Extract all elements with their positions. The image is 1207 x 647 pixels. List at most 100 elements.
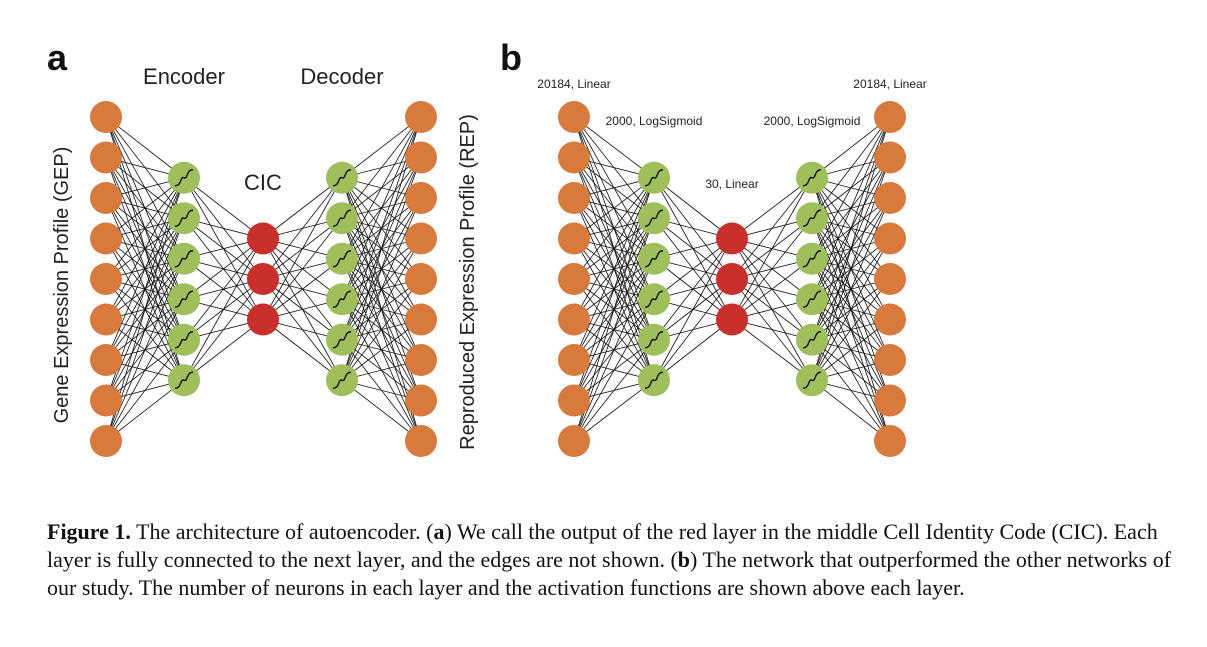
sigmoid-icon [332, 169, 352, 187]
panel-b-edge [573, 299, 655, 442]
rep-label: Reproduced Expression Profile (REP) [457, 114, 479, 450]
panel-a-input-neuron [90, 141, 122, 174]
panel-a-nodes [90, 101, 437, 457]
panel-a-edge [105, 299, 185, 442]
panel-b-edge [653, 319, 733, 381]
panel-b-edge [811, 278, 891, 381]
panel-b-edge [573, 177, 655, 320]
decoder-label: Decoder [300, 64, 383, 89]
panel-a-edge [105, 258, 185, 442]
sigmoid-icon [332, 209, 352, 227]
panel-a-input-neuron [90, 384, 122, 417]
sigmoid-icon [174, 331, 194, 349]
panel-a-edge [262, 177, 343, 280]
caption-figure-label: Figure 1. [47, 519, 131, 544]
sigmoid-icon [644, 250, 664, 268]
panel-b-edge [573, 177, 655, 239]
sigmoid-icon [802, 331, 822, 349]
autoencoder-diagram: a Encoder Decoder CIC Gene Expression Pr… [47, 37, 927, 457]
panel-b-input-neuron [558, 101, 590, 133]
panel-a-output-neuron [405, 141, 437, 174]
panel-a-edge [183, 238, 264, 300]
panel-a-edge [262, 319, 343, 381]
panel-a-edge [105, 339, 185, 442]
panel-b-edge [573, 116, 655, 179]
panel-a-edge [183, 319, 264, 381]
panel-b-edge [653, 177, 733, 239]
panel-b-output-neuron [874, 182, 906, 214]
panel-b-edge [653, 238, 733, 381]
panel-b-edge [573, 177, 655, 361]
panel-a-output-neuron [405, 263, 437, 295]
panel-b-edge [573, 258, 655, 442]
panel-a-edge [105, 177, 185, 320]
panel-a-edge [341, 116, 422, 300]
panel-a-edge [341, 116, 422, 259]
sigmoid-icon [802, 209, 822, 227]
panel-a-edge [183, 177, 264, 239]
panel-b-edge [811, 116, 891, 259]
panel-a-edge [262, 177, 343, 320]
sigmoid-icon [174, 209, 194, 227]
caption-ref-a: a [433, 519, 445, 544]
panel-b-output-neuron [874, 303, 906, 336]
panel-b-edge [811, 379, 891, 442]
panel-b-output-neuron [874, 263, 906, 295]
panel-a-code-neuron [247, 303, 279, 336]
enc-hidden-layer-label: 2000, LogSigmoid [606, 114, 703, 128]
panel-b-edge [811, 116, 891, 179]
sigmoid-icon [174, 290, 194, 308]
gep-label: Gene Expression Profile (GEP) [51, 147, 73, 424]
panel-b-edge [653, 238, 733, 340]
panel-a-edge [341, 197, 422, 381]
panel-a-edge [105, 177, 185, 280]
panel-b-output-neuron [874, 222, 906, 255]
panel-b-output-neuron [874, 101, 906, 133]
panel-b-edge [811, 116, 891, 219]
panel-b-input-neuron [558, 141, 590, 174]
panel-b-output-neuron [874, 384, 906, 417]
panel-b-edge [573, 177, 655, 280]
panel-a-input-neuron [90, 222, 122, 255]
panel-b-output-neuron [874, 141, 906, 174]
sigmoid-icon [802, 250, 822, 268]
panel-b-output-neuron [874, 425, 906, 457]
sigmoid-icon [802, 290, 822, 308]
panel-b-nodes [558, 101, 906, 457]
panel-a-code-neuron [247, 263, 279, 295]
panel-b-input-neuron [558, 222, 590, 255]
panel-b-edge [811, 197, 891, 381]
panel-b-edge [811, 116, 891, 300]
panel-a-code-neuron [247, 222, 279, 255]
panel-a-input-neuron [90, 425, 122, 457]
panel-a-output-neuron [405, 182, 437, 214]
panel-a-edge [262, 177, 343, 239]
sigmoid-icon [644, 209, 664, 227]
panel-a-output-neuron [405, 344, 437, 376]
panel-b-edge [731, 177, 813, 239]
panel-a-input-neuron [90, 303, 122, 336]
panel-a-output-neuron [405, 303, 437, 336]
panel-a-edge [105, 379, 185, 442]
encoder-label: Encoder [143, 64, 225, 89]
sigmoid-icon [174, 250, 194, 268]
panel-a-output-neuron [405, 384, 437, 417]
panel-a-edge [341, 319, 422, 381]
panel-a-input-neuron [90, 263, 122, 295]
panel-b-edge [653, 238, 733, 300]
panel-b-code-neuron [716, 303, 748, 336]
panel-a-edge [105, 177, 185, 239]
panel-a-output-neuron [405, 222, 437, 255]
sigmoid-icon [174, 169, 194, 187]
panel-b-letter: b [500, 37, 522, 78]
sigmoid-icon [644, 371, 664, 389]
panel-b-edge [811, 319, 891, 381]
panel-a-edge [105, 177, 185, 361]
panel-b-input-neuron [558, 263, 590, 295]
panel-a-input-neuron [90, 344, 122, 376]
panel-b-edge [731, 258, 813, 320]
panel-a-edge [183, 238, 264, 340]
panel-b-output-neuron [874, 344, 906, 376]
panel-b-input-neuron [558, 303, 590, 336]
sigmoid-icon [644, 169, 664, 187]
